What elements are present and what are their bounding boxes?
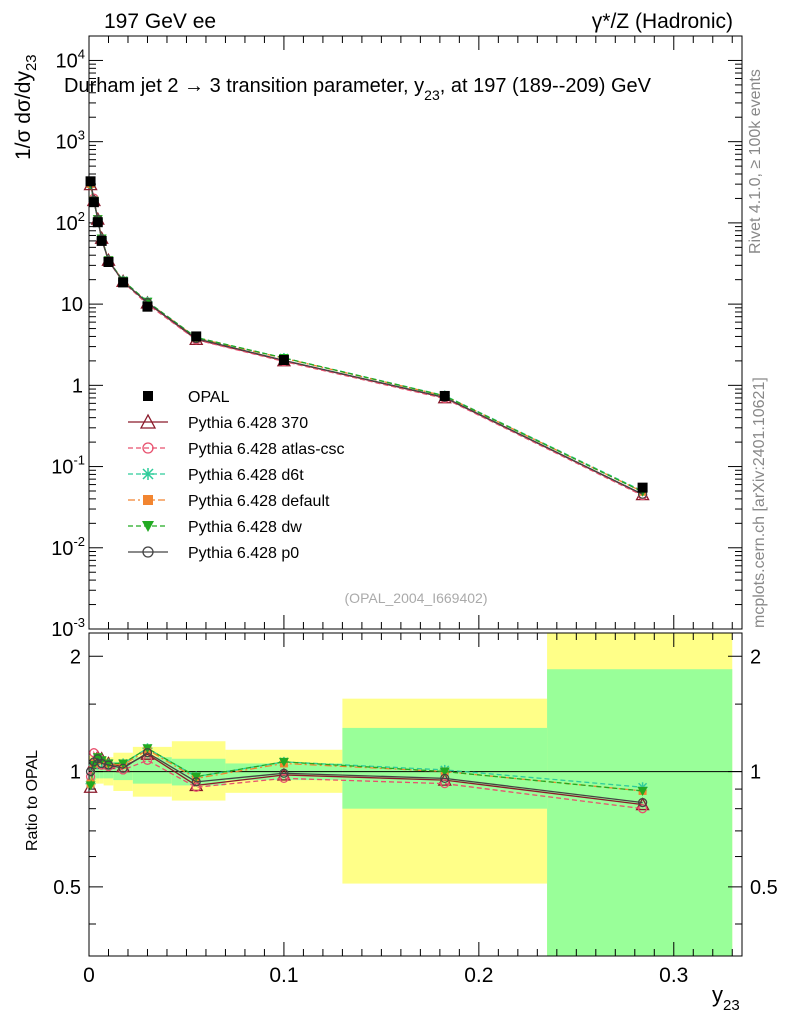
ratio-series-point — [97, 758, 107, 769]
opal-data-point — [439, 390, 450, 401]
ratio-series-point — [142, 748, 153, 758]
opal-data-point — [278, 355, 289, 366]
rivet-version: Rivet 4.1.0, ≥ 100k events — [747, 69, 764, 254]
chart-title: Durham jet 2 → 3 transition parameter, y… — [64, 75, 652, 103]
ratio-series-point — [278, 757, 289, 767]
opal-data-point — [88, 197, 99, 208]
ratio-y-label: Ratio to OPAL — [24, 750, 41, 851]
ratio-y-tick-label-left: 2 — [70, 646, 81, 668]
x-tick-label: 0.1 — [269, 964, 298, 987]
ratio-series-point — [279, 768, 289, 778]
ratio-band-inner — [547, 669, 733, 956]
legend-label: Pythia 6.428 p0 — [188, 545, 299, 562]
legend-label: Pythia 6.428 d6t — [188, 467, 304, 484]
legend-label: OPAL — [188, 389, 230, 406]
legend-label: Pythia 6.428 dw — [188, 519, 302, 536]
ratio-panel: Ratio to OPAL 0.5 0.5 1 1 2 2 — [24, 632, 778, 957]
legend-label: Pythia 6.428 370 — [188, 415, 308, 432]
main-y-tick-label: 10-3 — [51, 615, 85, 641]
main-y-tick-label: 10-1 — [51, 453, 85, 479]
opal-data-point — [142, 301, 153, 312]
opal-data-point — [191, 331, 202, 342]
ratio-series-point — [635, 797, 650, 811]
main-frame — [88, 35, 743, 630]
legend-marker — [142, 546, 154, 558]
legend-marker — [142, 521, 154, 532]
ratio-series-point — [103, 760, 114, 770]
opal-data-point — [92, 217, 103, 228]
legend-marker — [143, 495, 153, 505]
ratio-series-point — [118, 763, 128, 773]
ratio-series-point — [440, 778, 450, 789]
main-series-line — [89, 184, 643, 496]
ratio-series-line — [89, 750, 643, 810]
main-series-line — [89, 183, 643, 493]
ratio-series-point — [85, 781, 96, 791]
legend-label: Pythia 6.428 atlas-csc — [188, 441, 345, 458]
ratio-y-tick-label-left: 1 — [70, 762, 81, 784]
ratio-y-tick-label-left: 0.5 — [53, 877, 81, 899]
main-y-tick-label: 10-2 — [51, 534, 85, 560]
ratio-series-point — [440, 773, 450, 784]
main-y-tick-label: 104 — [56, 46, 85, 72]
ratio-series-point — [437, 772, 452, 786]
ratio-series-point — [191, 772, 202, 782]
main-series-line — [89, 184, 643, 493]
main-y-tick-label: 103 — [56, 128, 85, 154]
x-axis-label: y23 — [712, 982, 740, 1014]
ratio-series-point — [637, 804, 648, 814]
ratio-series-point — [191, 777, 201, 787]
star-stroke — [142, 468, 154, 480]
opal-data-point — [96, 235, 107, 246]
opal-data-point — [118, 277, 129, 288]
legend: OPAL Pythia 6.428 370 Pythia 6.428 atlas-c… — [128, 389, 345, 562]
legend-label: Pythia 6.428 default — [188, 493, 330, 510]
mcplots-credit: mcplots.cern.ch [arXiv:2401.10621] — [751, 377, 768, 628]
main-y-label: 1/σ dσ/dy23 — [12, 54, 40, 160]
legend-marker — [139, 413, 157, 429]
main-series-line — [89, 182, 643, 497]
ratio-frame — [88, 632, 743, 957]
x-tick-label: 0 — [83, 964, 95, 987]
main-series-line — [89, 181, 643, 495]
opal-data-point — [637, 482, 648, 493]
ratio-series-point — [637, 797, 648, 808]
main-y-tick-label: 102 — [56, 209, 85, 235]
header-left: 197 GeV ee — [104, 10, 216, 33]
x-axis: 0 0.1 0.2 0.3 — [83, 36, 733, 987]
main-panel: Durham jet 2 → 3 transition parameter, y… — [12, 35, 743, 641]
ratio-y-tick-label-right: 1 — [750, 762, 761, 784]
analysis-tag: (OPAL_2004_I669402) — [345, 590, 488, 606]
ratio-series-point — [439, 767, 450, 777]
main-y-tick-label: 10 — [61, 294, 83, 316]
ratio-series-point — [637, 786, 648, 796]
ratio-series-point — [279, 773, 289, 784]
ratio-y-tick-label-right: 0.5 — [750, 877, 778, 899]
ratio-series-point — [276, 767, 292, 781]
x-tick-label: 0.3 — [659, 964, 688, 987]
main-series-line — [89, 183, 643, 492]
legend-marker — [142, 468, 154, 480]
legend-marker — [142, 442, 154, 454]
ratio-series-point — [85, 766, 96, 777]
x-tick-label: 0.2 — [464, 964, 493, 987]
header-right: γ*/Z (Hadronic) — [592, 10, 733, 33]
main-y-tick-label: 1 — [72, 375, 83, 397]
ratio-series-line — [89, 751, 643, 804]
opal-data-point — [103, 256, 114, 267]
legend-marker — [143, 391, 153, 401]
ratio-series-point — [191, 782, 201, 792]
opal-data-point — [85, 176, 96, 187]
ratio-band-inner — [113, 761, 133, 781]
ratio-y-tick-label-right: 2 — [750, 646, 761, 668]
